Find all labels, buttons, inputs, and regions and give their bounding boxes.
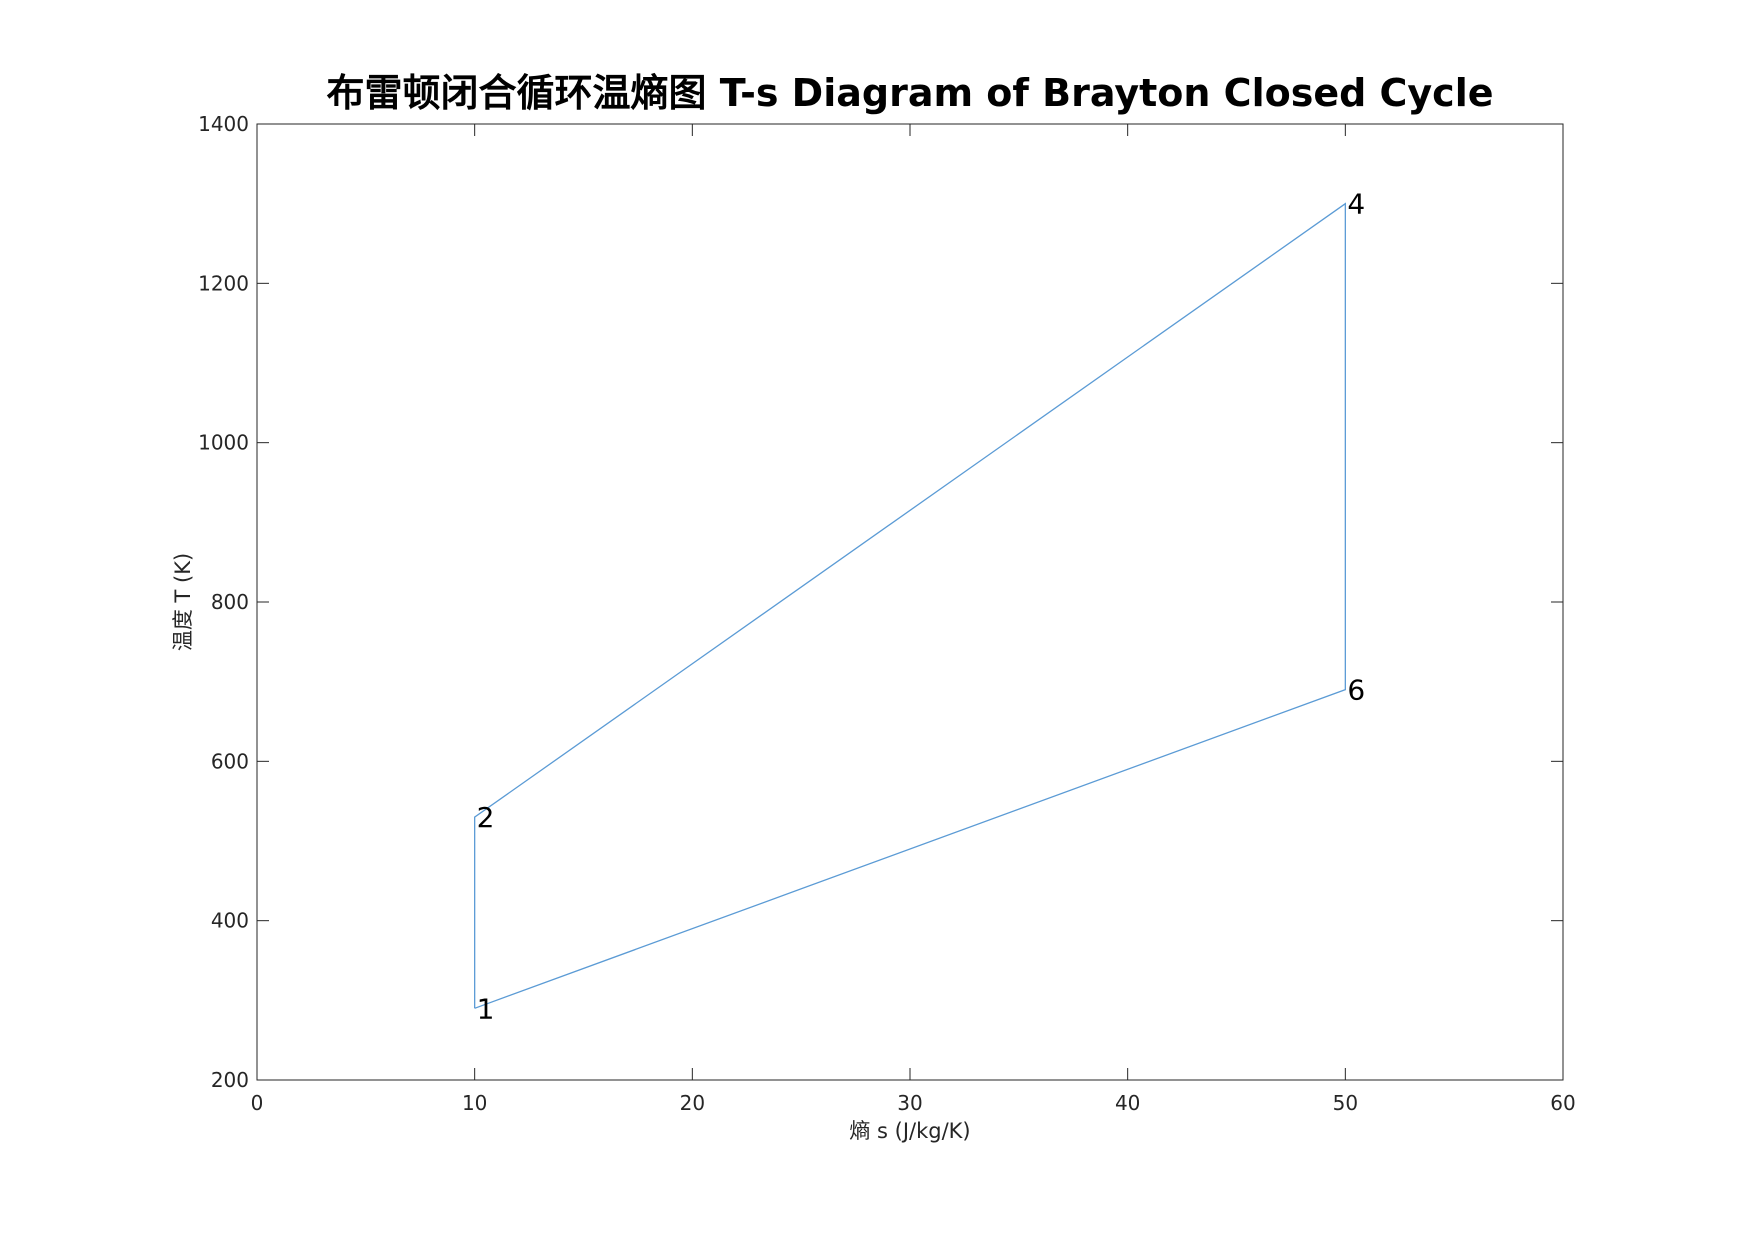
x-tick-label: 0 bbox=[251, 1091, 264, 1115]
chart-title: 布雷顿闭合循环温熵图 T-s Diagram of Brayton Closed… bbox=[327, 71, 1494, 115]
y-axis-label: 温度 T (K) bbox=[171, 553, 195, 651]
y-tick-label: 600 bbox=[211, 749, 249, 773]
plot-area bbox=[256, 123, 1564, 1081]
state-point-label: 6 bbox=[1347, 674, 1365, 707]
y-tick-label: 800 bbox=[211, 590, 249, 614]
y-tick-label: 1200 bbox=[198, 271, 249, 295]
x-tick-label: 30 bbox=[897, 1091, 922, 1115]
state-point-label: 1 bbox=[477, 992, 495, 1025]
state-point-label: 4 bbox=[1347, 188, 1365, 221]
series-layer bbox=[474, 202, 1346, 1009]
x-tick-label: 20 bbox=[680, 1091, 705, 1115]
cycle-line bbox=[474, 202, 1346, 1009]
state-point-label: 2 bbox=[477, 801, 495, 834]
x-tick-label: 10 bbox=[462, 1091, 487, 1115]
y-tick-label: 400 bbox=[211, 909, 249, 933]
y-tick-label: 1400 bbox=[198, 112, 249, 136]
axis-ticks: 0 10 20 30 40 50 60 200 400 600 800 1000 1200 1400 bbox=[198, 112, 1576, 1115]
x-axis-label: 熵 s (J/kg/K) bbox=[849, 1119, 970, 1143]
x-tick-label: 50 bbox=[1333, 1091, 1358, 1115]
x-tick-label: 60 bbox=[1550, 1091, 1575, 1115]
y-tick-label: 200 bbox=[211, 1068, 249, 1092]
point-labels: 1 2 4 6 bbox=[477, 188, 1365, 1026]
x-tick-label: 40 bbox=[1115, 1091, 1140, 1115]
y-tick-label: 1000 bbox=[198, 431, 249, 455]
